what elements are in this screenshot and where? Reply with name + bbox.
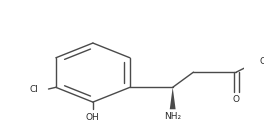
Polygon shape <box>170 87 176 109</box>
Text: NH₂: NH₂ <box>164 112 181 121</box>
Text: O: O <box>233 95 240 104</box>
Text: OH: OH <box>86 113 100 122</box>
Text: O: O <box>260 57 264 66</box>
Text: Cl: Cl <box>30 85 39 94</box>
